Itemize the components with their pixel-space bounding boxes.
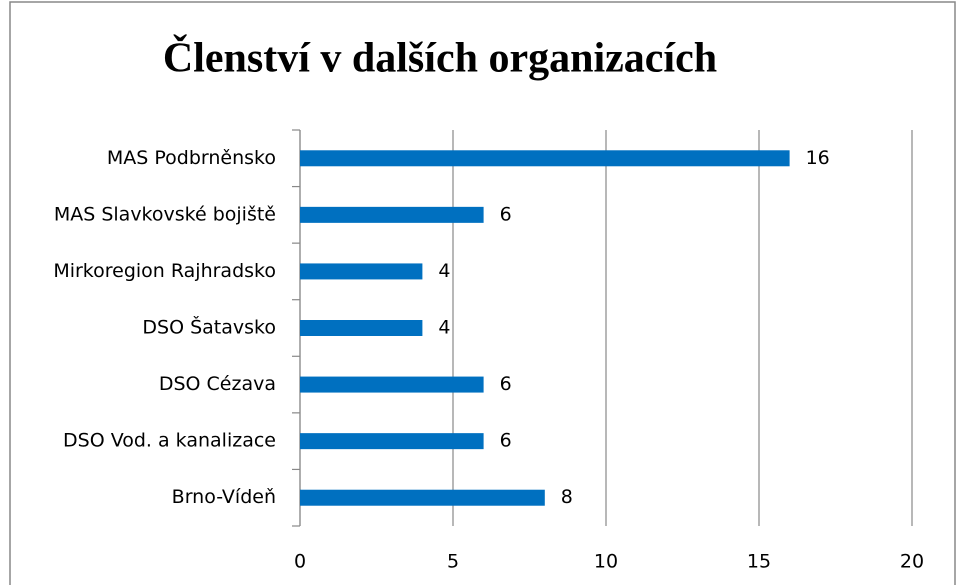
y-tick-label: MAS Slavkovské bojiště — [54, 203, 276, 225]
x-tick-label: 15 — [747, 551, 771, 573]
data-label: 8 — [561, 486, 573, 508]
x-tick-label: 20 — [900, 551, 924, 573]
bar — [300, 320, 423, 336]
bar — [300, 263, 423, 280]
data-label: 4 — [438, 317, 450, 339]
bar — [300, 376, 484, 393]
data-label: 4 — [438, 260, 450, 282]
data-label: 6 — [500, 430, 512, 452]
chart-frame — [9, 1, 956, 585]
bar — [300, 150, 790, 167]
y-tick-label: DSO Vod. a kanalizace — [63, 430, 276, 452]
y-tick-label: Brno-Vídeň — [172, 486, 276, 508]
bar — [300, 206, 484, 223]
bar — [300, 489, 545, 506]
chart-title: Členství v dalších organizacích — [163, 34, 717, 82]
data-label: 16 — [806, 147, 830, 169]
y-tick-label: DSO Šatavsko — [142, 315, 276, 339]
y-tick-label: DSO Cézava — [159, 373, 276, 395]
data-label: 6 — [500, 203, 512, 225]
y-tick-label: MAS Podbrněnsko — [107, 147, 276, 169]
x-tick-label: 0 — [294, 551, 306, 573]
x-tick-label: 5 — [447, 551, 459, 573]
y-tick-label: Mirkoregion Rajhradsko — [53, 260, 276, 282]
bar — [300, 433, 484, 450]
data-label: 6 — [500, 373, 512, 395]
x-tick-label: 10 — [594, 551, 618, 573]
